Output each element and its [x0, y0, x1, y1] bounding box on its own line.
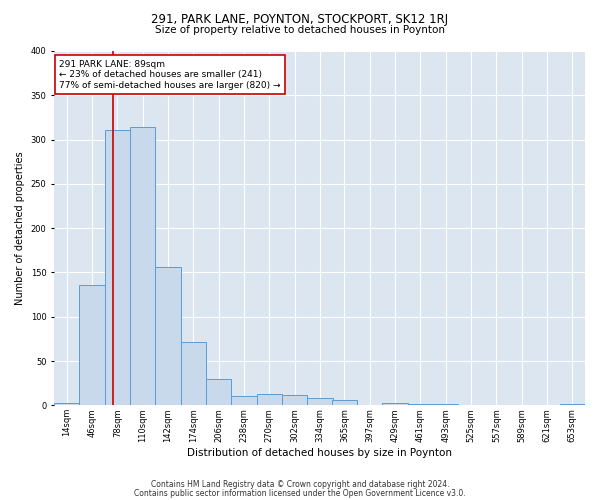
Bar — [408, 404, 433, 406]
Bar — [79, 285, 105, 406]
Bar — [105, 130, 130, 406]
Bar — [130, 127, 155, 406]
Bar — [282, 394, 307, 406]
Y-axis label: Number of detached properties: Number of detached properties — [15, 152, 25, 305]
Bar — [257, 394, 282, 406]
Bar — [560, 404, 585, 406]
Bar — [232, 396, 257, 406]
Bar — [307, 398, 332, 406]
Text: 291, PARK LANE, POYNTON, STOCKPORT, SK12 1RJ: 291, PARK LANE, POYNTON, STOCKPORT, SK12… — [151, 12, 449, 26]
Text: Size of property relative to detached houses in Poynton: Size of property relative to detached ho… — [155, 25, 445, 35]
Bar — [181, 342, 206, 406]
Text: 291 PARK LANE: 89sqm
← 23% of detached houses are smaller (241)
77% of semi-deta: 291 PARK LANE: 89sqm ← 23% of detached h… — [59, 60, 281, 90]
Bar — [206, 378, 232, 406]
X-axis label: Distribution of detached houses by size in Poynton: Distribution of detached houses by size … — [187, 448, 452, 458]
Bar — [433, 404, 458, 406]
Bar — [155, 267, 181, 406]
Bar — [332, 400, 357, 406]
Bar — [382, 402, 408, 406]
Text: Contains HM Land Registry data © Crown copyright and database right 2024.: Contains HM Land Registry data © Crown c… — [151, 480, 449, 489]
Text: Contains public sector information licensed under the Open Government Licence v3: Contains public sector information licen… — [134, 489, 466, 498]
Bar — [54, 402, 79, 406]
